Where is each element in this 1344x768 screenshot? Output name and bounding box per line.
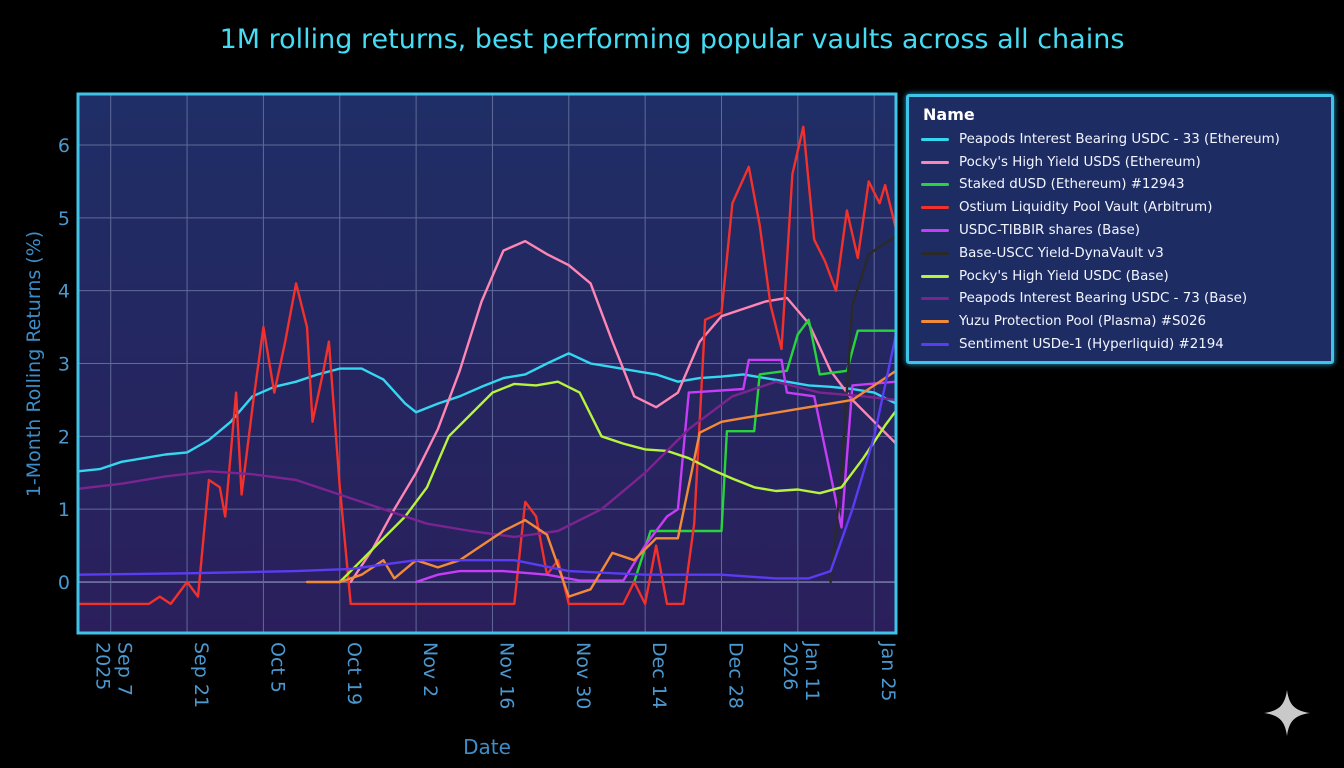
- legend: Name Peapods Interest Bearing USDC - 33 …: [906, 94, 1334, 364]
- legend-item[interactable]: Base-USCC Yield-DynaVault v3: [917, 242, 1323, 265]
- y-tick-label: 6: [58, 135, 70, 157]
- y-axis-label: 1-Month Rolling Returns (%): [23, 231, 45, 497]
- legend-label: Pocky's High Yield USDC (Base): [959, 268, 1169, 284]
- x-axis-label: Date: [463, 735, 511, 759]
- legend-label: Staked dUSD (Ethereum) #12943: [959, 177, 1185, 193]
- series-line-3: [633, 318, 896, 584]
- series-line-9: [305, 369, 896, 598]
- y-tick-label: 3: [58, 354, 70, 376]
- series-line-6: [829, 234, 896, 584]
- series-line-10: [78, 333, 896, 580]
- y-tick-labels: 0 1 2 3 4 5 6: [58, 135, 70, 594]
- x-tick-label: Dec 14: [648, 642, 670, 709]
- series-line-4: [78, 125, 896, 606]
- series-line-2: [349, 239, 896, 584]
- legend-swatch: [921, 274, 949, 278]
- x-tick-label: Nov 2: [419, 642, 441, 697]
- legend-swatch: [921, 137, 949, 141]
- series-line-7: [338, 380, 896, 584]
- y-tick-label: 1: [58, 499, 70, 521]
- grid-lines: [78, 94, 896, 633]
- legend-swatch: [921, 160, 949, 164]
- legend-item[interactable]: Peapods Interest Bearing USDC - 33 (Ethe…: [917, 128, 1323, 151]
- legend-label: Sentiment USDe-1 (Hyperliquid) #2194: [959, 337, 1224, 353]
- series-line-8: [78, 380, 896, 539]
- legend-swatch: [921, 229, 949, 233]
- plot-border: [76, 92, 898, 635]
- legend-item[interactable]: Staked dUSD (Ethereum) #12943: [917, 174, 1323, 197]
- y-tick-label: 4: [58, 281, 70, 303]
- x-tick-label: Dec 28: [724, 642, 746, 709]
- legend-item[interactable]: Yuzu Protection Pool (Plasma) #S026: [917, 310, 1323, 333]
- legend-items: Peapods Interest Bearing USDC - 33 (Ethe…: [917, 128, 1323, 356]
- legend-swatch: [921, 251, 949, 255]
- legend-item[interactable]: Pocky's High Yield USDS (Ethereum): [917, 151, 1323, 174]
- x-tick-label: Nov 16: [495, 642, 517, 709]
- series-lines: [78, 125, 896, 606]
- x-tick-label: Oct 19: [343, 642, 365, 705]
- legend-label: Peapods Interest Bearing USDC - 73 (Base…: [959, 291, 1248, 307]
- y-tick-label: 5: [58, 208, 70, 230]
- chart-title: 1M rolling returns, best performing popu…: [220, 24, 1125, 55]
- y-tick-label: 0: [58, 572, 70, 594]
- legend-label: Base-USCC Yield-DynaVault v3: [959, 245, 1164, 261]
- legend-swatch: [921, 320, 949, 324]
- legend-label: Peapods Interest Bearing USDC - 33 (Ethe…: [959, 131, 1280, 147]
- legend-swatch: [921, 297, 949, 301]
- x-tick-label: Nov 30: [572, 642, 594, 709]
- legend-item[interactable]: Ostium Liquidity Pool Vault (Arbitrum): [917, 196, 1323, 219]
- sparkle-icon: [1264, 690, 1310, 736]
- legend-swatch: [921, 343, 949, 347]
- x-tick-year-label: 2026: [779, 642, 801, 690]
- legend-title: Name: [923, 105, 975, 124]
- x-tick-label: Oct 5: [266, 642, 288, 693]
- legend-label: Ostium Liquidity Pool Vault (Arbitrum): [959, 200, 1213, 216]
- legend-item[interactable]: USDC-TIBBIR shares (Base): [917, 219, 1323, 242]
- legend-item[interactable]: Peapods Interest Bearing USDC - 73 (Base…: [917, 288, 1323, 311]
- series-line-5: [414, 358, 896, 584]
- legend-label: Pocky's High Yield USDS (Ethereum): [959, 154, 1201, 170]
- x-tick-label: Jan 25: [877, 641, 899, 702]
- legend-swatch: [921, 206, 949, 210]
- legend-item[interactable]: Pocky's High Yield USDC (Base): [917, 265, 1323, 288]
- legend-label: USDC-TIBBIR shares (Base): [959, 223, 1140, 239]
- y-tick-label: 2: [58, 426, 70, 448]
- x-tick-year-label: 2025: [92, 642, 114, 690]
- legend-label: Yuzu Protection Pool (Plasma) #S026: [959, 314, 1207, 330]
- x-tick-label: Jan 11: [801, 641, 823, 702]
- x-tick-label: Sep 7: [114, 642, 136, 696]
- x-tick-label: Sep 21: [190, 642, 212, 708]
- legend-swatch: [921, 183, 949, 187]
- series-line-1: [78, 352, 896, 473]
- legend-item[interactable]: Sentiment USDe-1 (Hyperliquid) #2194: [917, 333, 1323, 356]
